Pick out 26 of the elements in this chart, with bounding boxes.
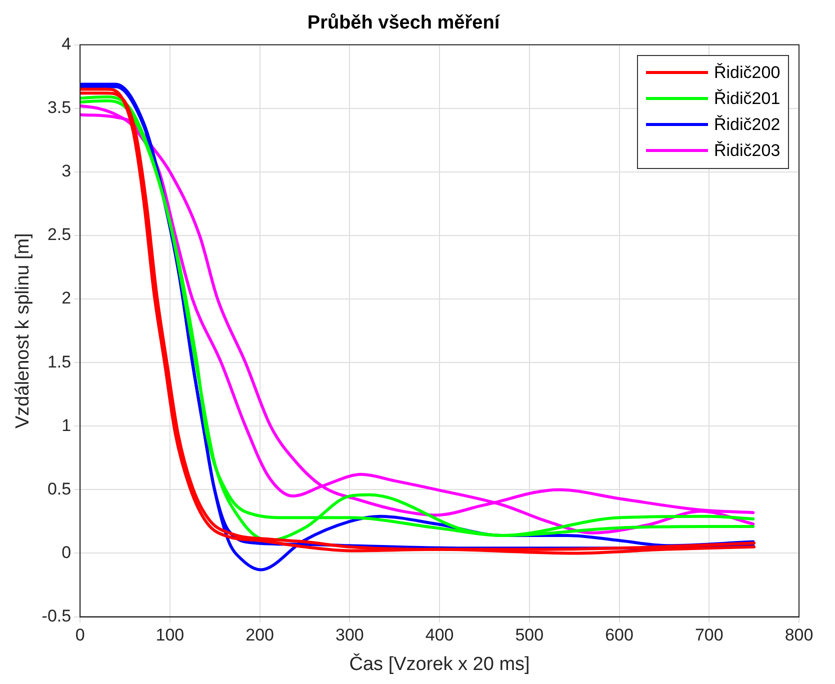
y-tick-label: 0.5 bbox=[47, 479, 72, 498]
x-tick-label: 600 bbox=[605, 626, 634, 645]
x-axis-title: Čas [Vzorek x 20 ms] bbox=[349, 652, 530, 675]
x-tick-label: 0 bbox=[75, 626, 85, 645]
y-tick-label: 3.5 bbox=[47, 98, 72, 118]
y-tick-label: 2 bbox=[62, 288, 72, 308]
y-axis-title: Vzdálenost k splinu [m] bbox=[12, 233, 34, 428]
legend-label: Řidič203 bbox=[714, 140, 780, 161]
y-tick-label: 3 bbox=[62, 162, 72, 181]
x-tick-label: 300 bbox=[335, 626, 364, 645]
legend-label: Řidič202 bbox=[714, 114, 780, 135]
y-tick-label: 2.5 bbox=[47, 225, 72, 244]
chart-title: Průběh všech měření bbox=[307, 12, 500, 34]
x-tick-label: 100 bbox=[156, 626, 184, 645]
y-tick-label: 0 bbox=[62, 542, 72, 562]
x-tick-label: 700 bbox=[694, 626, 724, 645]
x-tick-label: 800 bbox=[784, 626, 814, 645]
y-tick-label: 1 bbox=[62, 416, 72, 435]
y-tick-label: 1.5 bbox=[47, 352, 72, 372]
x-tick-label: 500 bbox=[515, 626, 544, 645]
legend-label: Řidič200 bbox=[714, 62, 780, 83]
legend-label: Řidič201 bbox=[714, 88, 780, 109]
x-tick-label: 400 bbox=[425, 626, 454, 645]
y-tick-label: -0.5 bbox=[42, 606, 72, 626]
x-tick-label: 200 bbox=[246, 626, 274, 645]
y-tick-label: 4 bbox=[62, 34, 72, 54]
